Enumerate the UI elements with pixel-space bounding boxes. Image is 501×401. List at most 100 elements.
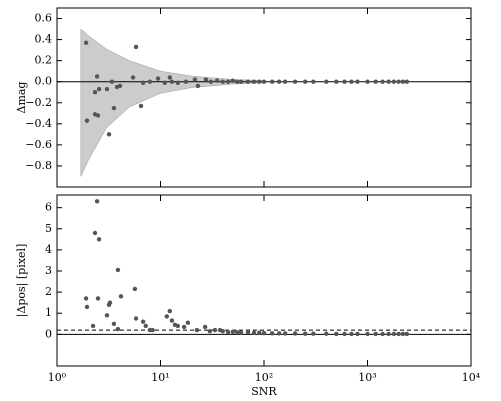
data-point: [111, 321, 117, 326]
data-point: [138, 103, 144, 109]
data-point: [292, 331, 298, 336]
data-point: [355, 79, 360, 84]
data-point: [251, 79, 257, 84]
data-point: [133, 316, 139, 321]
data-point: [282, 79, 288, 84]
data-point: [311, 79, 316, 84]
y-tick-label: 0.4: [35, 33, 53, 46]
data-point: [143, 323, 148, 329]
data-point: [220, 328, 226, 334]
data-point: [404, 79, 410, 84]
data-point: [225, 79, 231, 84]
data-point: [167, 75, 173, 80]
y-axis-label: Δmag: [15, 82, 28, 114]
data-point: [292, 79, 298, 84]
data-point: [104, 86, 110, 92]
y-tick-label: −0.2: [25, 96, 52, 109]
data-point: [140, 80, 146, 85]
data-point: [391, 331, 397, 337]
data-point: [140, 319, 146, 324]
data-point: [115, 326, 121, 332]
data-point: [194, 327, 200, 333]
data-point: [269, 79, 275, 84]
y-tick-label: 0.0: [35, 75, 53, 88]
data-point: [117, 83, 123, 89]
y-tick-label: 0: [45, 327, 52, 340]
data-point: [175, 323, 181, 329]
y-tick-label: 1: [45, 306, 52, 319]
data-point: [111, 105, 117, 111]
data-point: [92, 230, 98, 236]
data-point: [396, 331, 401, 337]
data-point: [94, 199, 100, 204]
data-point: [107, 300, 113, 305]
data-point: [164, 314, 169, 319]
data-point: [192, 77, 198, 82]
y-tick-label: 6: [45, 201, 52, 214]
y-tick-label: −0.8: [25, 159, 52, 172]
data-point: [391, 79, 397, 84]
data-point: [203, 77, 209, 82]
data-point: [94, 74, 100, 79]
data-point: [334, 79, 339, 84]
y-tick-label: 0.2: [35, 54, 53, 67]
data-point: [133, 44, 139, 50]
y-tick-label: −0.4: [25, 117, 52, 130]
data-point: [169, 79, 175, 84]
data-point: [132, 286, 138, 292]
data-point: [155, 76, 161, 81]
data-point: [208, 79, 214, 84]
plot-frame: [56, 194, 472, 367]
data-point: [342, 331, 347, 337]
data-point: [147, 79, 153, 84]
x-tick-label: 10³: [358, 371, 376, 384]
x-tick-label: 10⁴: [462, 371, 481, 384]
data-point: [181, 324, 187, 330]
data-point: [342, 79, 347, 84]
data-point: [96, 237, 102, 242]
y-tick-label: 2: [45, 285, 52, 298]
data-point: [400, 79, 406, 84]
data-point: [324, 331, 329, 336]
data-point: [84, 304, 90, 310]
data-point: [220, 79, 226, 84]
data-point: [380, 79, 385, 84]
data-point: [334, 331, 339, 337]
data-point: [214, 78, 220, 83]
data-point: [118, 294, 124, 299]
data-point: [104, 313, 110, 318]
data-point: [175, 80, 181, 85]
y-tick-label: 0.6: [35, 12, 53, 25]
data-point: [396, 79, 401, 84]
data-point: [355, 331, 360, 337]
error-envelope: [80, 28, 265, 177]
data-point: [95, 296, 101, 301]
data-point: [185, 320, 191, 325]
data-point: [167, 308, 173, 314]
data-point: [257, 330, 262, 335]
y-axis-label: |Δpos| [pixel]: [15, 244, 29, 318]
data-point: [349, 79, 354, 84]
data-point: [92, 90, 98, 95]
data-point: [276, 79, 282, 84]
data-point: [230, 329, 236, 334]
data-point: [162, 80, 167, 85]
data-point: [251, 330, 257, 336]
y-tick-label: 4: [45, 243, 52, 256]
data-point: [276, 331, 282, 336]
data-point: [404, 331, 410, 337]
data-point: [234, 330, 240, 335]
data-point: [365, 79, 370, 84]
data-point: [90, 323, 96, 329]
data-point: [106, 132, 112, 137]
x-tick-label: 10¹: [151, 371, 169, 384]
data-point: [269, 331, 275, 336]
y-tick-label: −0.6: [25, 138, 52, 151]
data-point: [302, 331, 308, 336]
data-point: [96, 86, 102, 92]
data-point: [234, 79, 240, 84]
data-point: [95, 113, 101, 118]
y-tick-label: 3: [45, 264, 52, 277]
data-point: [150, 327, 155, 333]
